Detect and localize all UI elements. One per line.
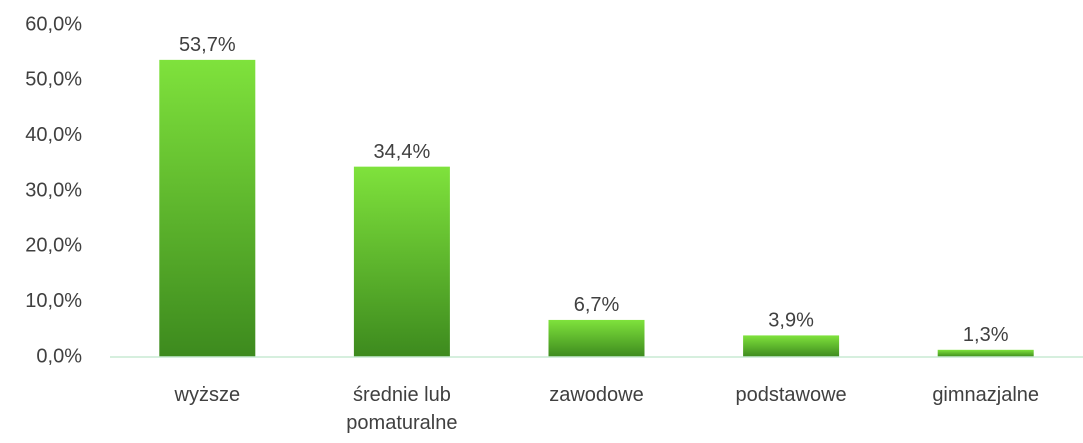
data-label: 6,7% xyxy=(574,294,620,316)
y-tick-label: 30,0% xyxy=(25,179,82,201)
y-tick-label: 10,0% xyxy=(25,290,82,312)
bar xyxy=(937,349,1034,357)
y-tick-label: 40,0% xyxy=(25,124,82,146)
y-tick-label: 20,0% xyxy=(25,235,82,257)
data-label: 53,7% xyxy=(179,34,236,56)
y-tick-label: 50,0% xyxy=(25,69,82,91)
x-tick-label: podstawowe xyxy=(735,384,847,406)
x-tick-label: wyższe xyxy=(174,384,241,406)
y-tick-label: 0,0% xyxy=(36,345,82,367)
bar xyxy=(548,319,645,357)
data-label: 34,4% xyxy=(374,141,431,163)
y-tick-label: 60,0% xyxy=(25,13,82,35)
data-label: 1,3% xyxy=(963,324,1009,346)
x-tick-label: gimnazjalne xyxy=(932,384,1040,406)
bar xyxy=(159,59,256,358)
bar xyxy=(353,166,450,357)
data-label: 3,9% xyxy=(768,310,814,332)
x-tick-label: zawodowe xyxy=(549,384,644,406)
x-tick-label: średnie lub pomaturalne xyxy=(346,384,458,434)
bar xyxy=(743,335,840,357)
